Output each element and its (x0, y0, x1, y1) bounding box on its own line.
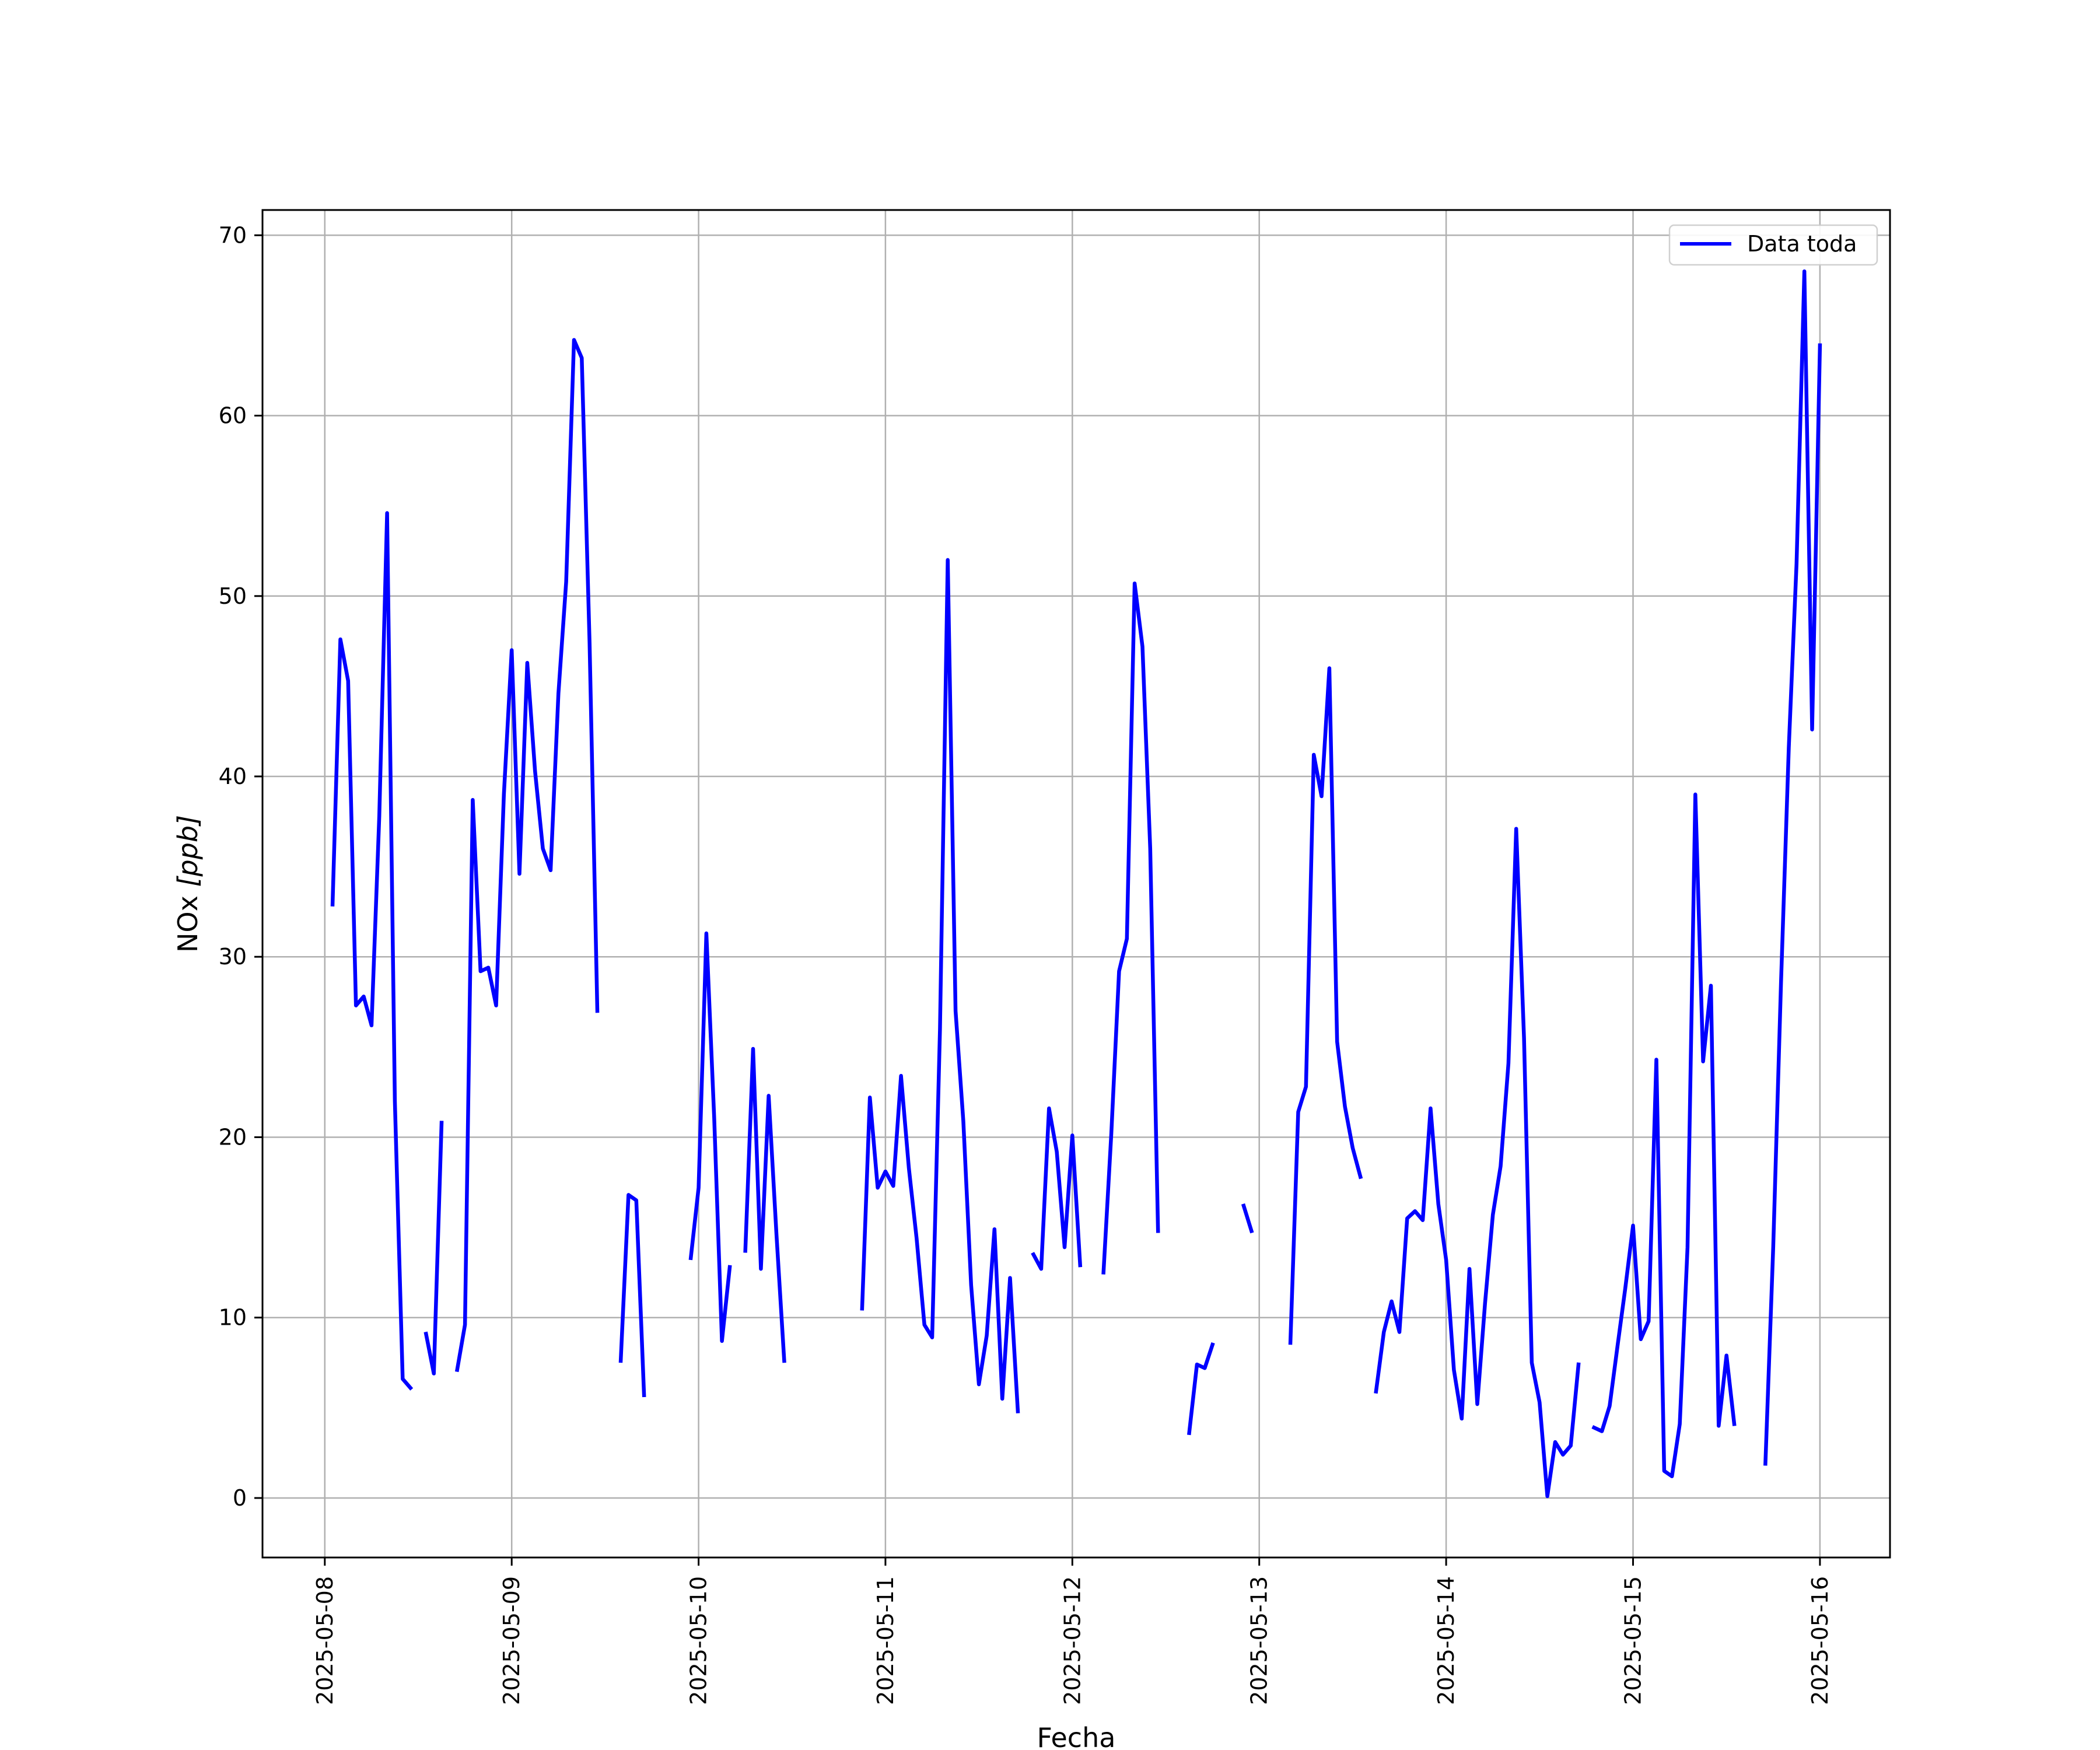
x-tick-label: 2025-05-13 (1247, 1576, 1272, 1705)
y-tick-label: 40 (219, 764, 247, 789)
y-tick-label: 50 (219, 583, 247, 609)
x-tick-label: 2025-05-15 (1620, 1576, 1646, 1705)
y-axis-label-main: NOx (172, 887, 204, 953)
x-tick-label: 2025-05-09 (499, 1576, 524, 1705)
x-axis-ticks: 2025-05-08 2025-05-09 2025-05-10 2025-05-11… (312, 1558, 1833, 1705)
y-tick-label: 10 (219, 1305, 247, 1331)
y-tick-label: 20 (219, 1125, 247, 1150)
legend-box (1668, 224, 1878, 266)
y-tick-label: 60 (219, 403, 247, 429)
y-tick-label: 30 (219, 944, 247, 970)
x-tick-label: 2025-05-16 (1807, 1576, 1833, 1705)
y-axis-label: NOx [ppb] (172, 815, 204, 953)
x-tick-label: 2025-05-11 (873, 1576, 898, 1705)
x-tick-label: 2025-05-12 (1059, 1576, 1085, 1705)
legend: Data toda (1668, 224, 1878, 266)
plot-frame (261, 209, 1891, 1559)
series-line (330, 269, 1822, 1499)
x-tick-label: 2025-05-10 (686, 1576, 712, 1705)
y-tick-label: 70 (219, 222, 247, 248)
x-tick-label: 2025-05-08 (312, 1576, 338, 1705)
y-tick-label: 0 (233, 1485, 247, 1511)
x-tick-label: 2025-05-14 (1433, 1576, 1459, 1705)
x-axis-label: Fecha (1037, 1722, 1116, 1750)
series-layer (330, 269, 1822, 1499)
y-axis-label-unit: [ppb] (172, 815, 204, 887)
y-axis-ticks: 0 10 20 30 40 50 60 70 (219, 222, 262, 1511)
legend-label: Data toda (1747, 231, 1857, 257)
